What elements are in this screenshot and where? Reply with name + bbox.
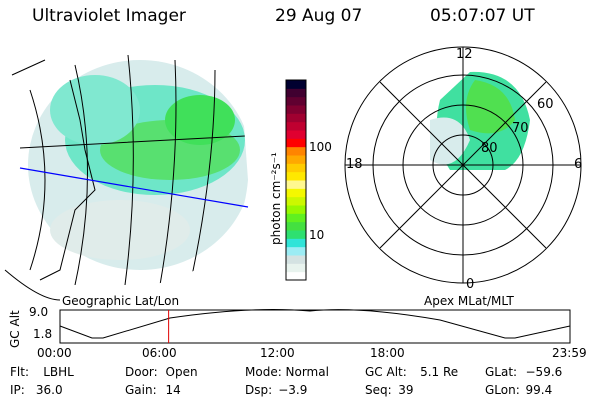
mlt-0: 0	[466, 277, 475, 292]
colorbar-swatch	[286, 171, 306, 181]
xtick-3: 18:00	[370, 346, 405, 360]
xtick-2: 12:00	[260, 346, 295, 360]
colorbar-swatch	[286, 230, 306, 239]
mlat-70: 70	[512, 121, 529, 136]
info-key: Mode:	[245, 365, 282, 379]
apex-label: Apex MLat/MLT	[424, 294, 514, 308]
colorbar-swatch	[286, 205, 306, 214]
geographic-label: Geographic Lat/Lon	[62, 294, 180, 308]
info-value: Open	[165, 365, 198, 379]
mlat-60: 60	[537, 97, 554, 112]
alt-ylabel: GC Alt	[8, 310, 22, 348]
mlt-12: 12	[456, 47, 473, 62]
colorbar-swatch	[286, 105, 306, 114]
colorbar-swatch	[286, 246, 306, 256]
date: 29 Aug 07	[275, 6, 363, 26]
colorbar-swatch	[286, 88, 306, 98]
alt-ytick-high: 9.0	[29, 305, 49, 319]
info-value: 36.0	[35, 383, 63, 397]
mlt-18: 18	[346, 157, 363, 172]
xtick-1: 06:00	[142, 346, 177, 360]
colorbar-swatch	[286, 113, 306, 123]
info-value: 14	[165, 383, 181, 397]
info-key: Door:	[125, 365, 158, 379]
colorbar-label: photon cm⁻²s⁻¹	[269, 152, 283, 245]
colorbar-swatch	[286, 196, 306, 206]
geographic-map	[4, 54, 249, 301]
info-key: GC Alt:	[365, 365, 407, 379]
info-key: GLat:	[485, 365, 518, 379]
colorbar-swatch	[286, 238, 306, 248]
info-value: Normal	[285, 365, 329, 379]
info-key: GLon:	[485, 383, 520, 397]
colorbar-swatch	[286, 271, 306, 281]
polar-plot	[344, 46, 582, 284]
colorbar	[286, 80, 306, 281]
time: 05:07:07 UT	[430, 6, 535, 26]
xtick-4: 23:59	[552, 346, 587, 360]
colorbar-swatch	[286, 263, 306, 273]
info-value: 99.4	[525, 383, 553, 397]
colorbar-swatch	[286, 130, 306, 139]
info-key: Dsp:	[245, 383, 273, 397]
info-key: Seq:	[365, 383, 392, 397]
colorbar-swatch	[286, 180, 306, 189]
colorbar-swatch	[286, 221, 306, 231]
colorbar-tick-100: 100	[309, 140, 332, 154]
info-value: −59.6	[525, 365, 563, 379]
alt-ytick-low: 1.8	[33, 327, 53, 341]
info-value: 5.1 Re	[420, 365, 459, 379]
altitude-plot	[59, 309, 571, 344]
xtick-0: 00:00	[37, 346, 72, 360]
mlat-80: 80	[481, 141, 498, 156]
colorbar-swatch	[286, 155, 306, 164]
info-key: IP:	[10, 383, 25, 397]
instrument-title: Ultraviolet Imager	[32, 6, 186, 26]
info-key: Gain:	[125, 383, 157, 397]
info-value: −3.9	[278, 383, 308, 397]
info-value: LBHL	[43, 365, 74, 379]
colorbar-swatch	[286, 121, 306, 131]
info-value: 39	[398, 383, 414, 397]
colorbar-swatch	[286, 146, 306, 156]
info-key: Flt:	[10, 365, 29, 379]
colorbar-swatch	[286, 188, 306, 198]
mlt-6: 6	[574, 157, 583, 172]
colorbar-swatch	[286, 213, 306, 223]
colorbar-swatch	[286, 138, 306, 148]
colorbar-tick-10: 10	[309, 228, 325, 242]
colorbar-swatch	[286, 255, 306, 264]
colorbar-swatch	[286, 80, 306, 89]
colorbar-swatch	[286, 163, 306, 173]
colorbar-swatch	[286, 96, 306, 106]
